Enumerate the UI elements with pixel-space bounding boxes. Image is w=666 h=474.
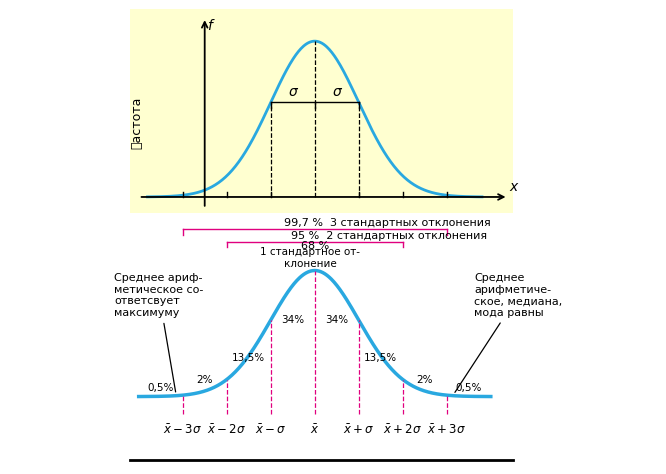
Text: 2%: 2%: [196, 374, 213, 384]
Text: $\bar{x}+2\sigma$: $\bar{x}+2\sigma$: [384, 423, 422, 437]
Text: $\bar{x}$: $\bar{x}$: [310, 215, 320, 229]
Text: $\bar{x}$: $\bar{x}$: [310, 423, 320, 437]
Text: $\bar{x}+\sigma$: $\bar{x}+\sigma$: [343, 423, 374, 437]
Text: σ: σ: [332, 85, 341, 100]
Text: 68 %: 68 %: [300, 241, 329, 251]
Text: 0,5%: 0,5%: [456, 383, 482, 393]
Text: 13,5%: 13,5%: [232, 354, 265, 364]
Text: σ: σ: [288, 85, 297, 100]
Text: $\bar{x}+3\sigma$: $\bar{x}+3\sigma$: [428, 423, 466, 437]
Text: 0,5%: 0,5%: [147, 383, 174, 393]
Text: 99,7 %  3 стандартных отклонения: 99,7 % 3 стандартных отклонения: [284, 218, 491, 228]
Text: Среднее ариф-
метическое со-
ответсвует
максимуму: Среднее ариф- метическое со- ответсвует …: [115, 273, 204, 392]
Text: $\bar{x}-2\sigma$: $\bar{x}-2\sigma$: [207, 423, 246, 437]
Text: 13,5%: 13,5%: [364, 354, 398, 364]
Text: Среднее
арифметиче-
ское, медиана,
мода равны: Среднее арифметиче- ское, медиана, мода …: [455, 273, 562, 392]
Text: $\bar{x}-\sigma$: $\bar{x}-\sigma$: [255, 423, 286, 437]
Text: 1 стандартное от-
клонение: 1 стандартное от- клонение: [260, 247, 360, 269]
Text: 䉺астота: 䉺астота: [130, 97, 143, 149]
Text: $\bar{x}-3\sigma$: $\bar{x}-3\sigma$: [163, 423, 202, 437]
Text: f: f: [207, 19, 212, 33]
Text: 95 %  2 стандартных отклонения: 95 % 2 стандартных отклонения: [290, 231, 487, 241]
Text: x: x: [509, 180, 517, 194]
Text: 2%: 2%: [416, 374, 433, 384]
Text: 34%: 34%: [325, 316, 348, 326]
Text: 34%: 34%: [281, 316, 304, 326]
